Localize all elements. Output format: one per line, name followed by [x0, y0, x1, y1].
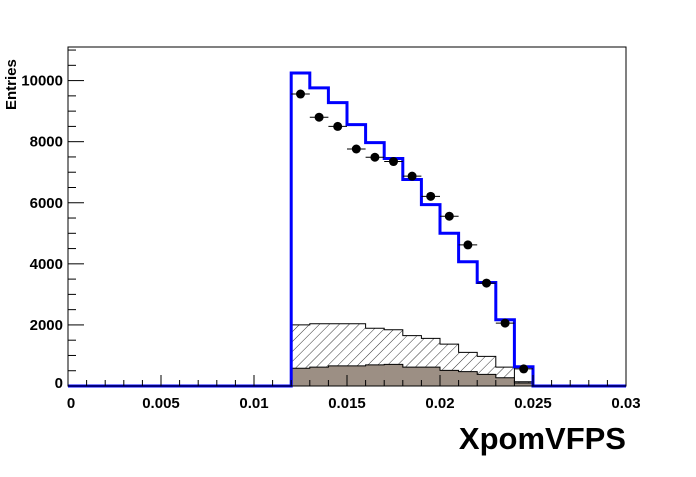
- data-point: [444, 211, 454, 221]
- x-tick-label: 0.005: [142, 395, 180, 412]
- data-point: [426, 191, 436, 201]
- grey-bar: [495, 377, 515, 386]
- grey-outline: [290, 363, 534, 386]
- grey-bar: [402, 367, 422, 386]
- x-tick-label: 0.025: [514, 395, 552, 412]
- data-point: [500, 318, 510, 328]
- data-point: [333, 121, 343, 131]
- data-point: [314, 112, 324, 122]
- grey-bar: [309, 367, 329, 386]
- x-tick-label: 0.03: [611, 395, 640, 412]
- grey-bar: [440, 370, 460, 386]
- grey-bar: [291, 368, 311, 386]
- y-axis-title: Entries: [3, 59, 20, 110]
- data-point: [370, 152, 380, 162]
- y-tick-label: 4000: [30, 256, 63, 273]
- grey-bar: [365, 364, 385, 386]
- hatched-outline: [290, 323, 534, 386]
- data-point: [482, 278, 491, 288]
- y-tick-label: 0: [55, 375, 63, 392]
- grey-bar: [514, 382, 534, 386]
- data-point: [351, 144, 361, 154]
- y-tick-label: 8000: [30, 134, 63, 151]
- x-tick-label: 0.02: [425, 395, 454, 412]
- data-point: [519, 364, 529, 374]
- grey-bar: [384, 364, 404, 386]
- x-tick-label: 0: [67, 395, 75, 412]
- x-tick-label: 0.015: [328, 395, 366, 412]
- x-axis-title: XpomVFPS: [459, 421, 626, 456]
- grey-bar: [421, 367, 441, 386]
- y-tick-label: 2000: [30, 317, 63, 334]
- data-point: [296, 89, 305, 99]
- y-tick-label: 6000: [30, 195, 63, 212]
- grey-bar: [328, 365, 348, 386]
- data-point: [407, 171, 417, 181]
- x-tick-label: 0.01: [239, 395, 268, 412]
- data-point: [463, 240, 473, 250]
- y-tick-label: 10000: [21, 73, 63, 90]
- grey-bar: [458, 371, 478, 386]
- grey-bar: [477, 374, 497, 386]
- grey-bar: [347, 365, 367, 386]
- data-point: [389, 157, 398, 167]
